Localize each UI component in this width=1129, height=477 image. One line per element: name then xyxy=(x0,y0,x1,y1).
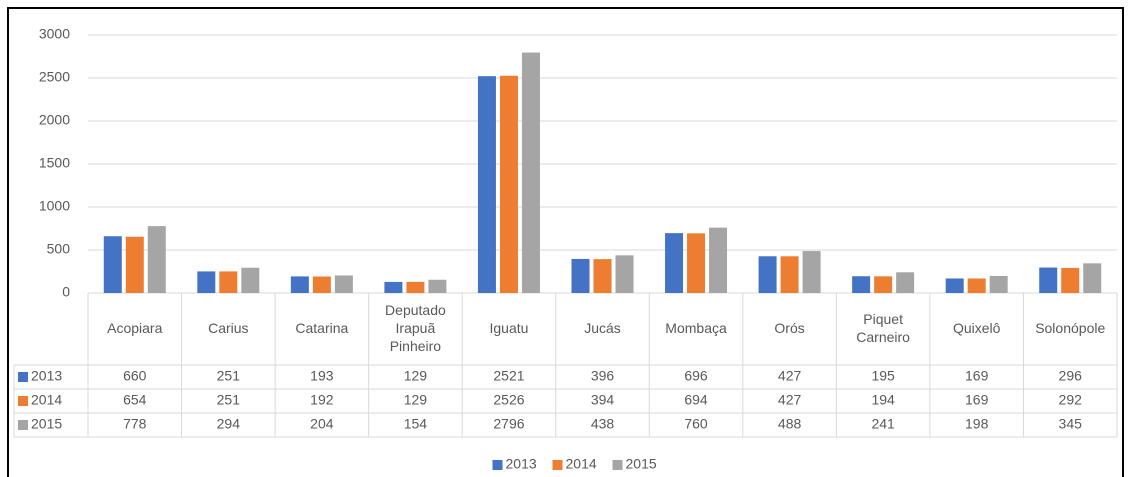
table-cell: 129 xyxy=(404,392,428,408)
frame xyxy=(7,7,1124,477)
bar xyxy=(945,278,964,293)
x-tick-label: Quixelô xyxy=(953,320,1001,336)
legend-key xyxy=(492,460,503,470)
legend-label: 2013 xyxy=(506,456,537,472)
x-tick-label: Catarina xyxy=(295,320,348,336)
legend-key xyxy=(612,460,623,470)
bar xyxy=(989,275,1008,293)
table-row-label: 2013 xyxy=(31,368,62,384)
table-cell: 694 xyxy=(684,392,708,408)
table-cell: 251 xyxy=(217,392,241,408)
bar xyxy=(499,75,518,293)
table-cell: 488 xyxy=(778,416,802,432)
table-cell: 198 xyxy=(965,416,989,432)
table-cell: 427 xyxy=(778,368,802,384)
table-cell: 696 xyxy=(684,368,708,384)
bar xyxy=(896,272,915,293)
y-tick-label: 2000 xyxy=(39,112,70,128)
bar xyxy=(521,52,540,293)
table-cell: 2521 xyxy=(493,368,524,384)
table-cell: 760 xyxy=(684,416,708,432)
table-row-label: 2014 xyxy=(31,392,62,408)
bar xyxy=(1039,267,1058,293)
y-tick-label: 1500 xyxy=(39,155,70,171)
legend-key xyxy=(552,460,563,470)
bar xyxy=(780,256,799,293)
bar xyxy=(758,256,777,293)
legend-label: 2014 xyxy=(566,456,597,472)
table-cell: 394 xyxy=(591,392,615,408)
bar xyxy=(967,278,986,293)
table-cell: 169 xyxy=(965,368,989,384)
y-tick-label: 0 xyxy=(62,284,70,300)
bar xyxy=(615,255,634,293)
legend-key xyxy=(18,396,28,406)
bar xyxy=(384,281,403,293)
table-cell: 427 xyxy=(778,392,802,408)
bar xyxy=(571,258,590,293)
table-cell: 154 xyxy=(404,416,428,432)
table-cell: 2526 xyxy=(493,392,524,408)
table-cell: 169 xyxy=(965,392,989,408)
x-tick-label: Mombaça xyxy=(665,320,727,336)
y-tick-label: 500 xyxy=(47,241,71,257)
legend-label: 2015 xyxy=(626,456,657,472)
legend-key xyxy=(18,372,28,382)
x-tick-label: Acopiara xyxy=(107,320,162,336)
bar xyxy=(334,275,353,293)
bar xyxy=(197,271,216,293)
x-tick-label: Carius xyxy=(208,320,248,336)
table-cell: 296 xyxy=(1059,368,1083,384)
bar xyxy=(593,259,612,293)
table-cell: 345 xyxy=(1059,416,1083,432)
bar xyxy=(665,233,684,293)
table-cell: 660 xyxy=(123,368,147,384)
x-tick-label: Piquet Carneiro xyxy=(856,311,910,345)
table-cell: 778 xyxy=(123,416,147,432)
x-tick-label: Iguatu xyxy=(489,320,528,336)
bar xyxy=(709,227,728,293)
table-cell: 2796 xyxy=(493,416,524,432)
table-cell: 129 xyxy=(404,368,428,384)
bar xyxy=(802,251,821,293)
table-cell: 193 xyxy=(310,368,334,384)
table-cell: 204 xyxy=(310,416,334,432)
bar xyxy=(687,233,706,293)
bar xyxy=(312,276,331,293)
table-cell: 195 xyxy=(871,368,895,384)
x-tick-label: Solonópole xyxy=(1035,320,1105,336)
x-tick-label: Jucás xyxy=(584,320,621,336)
y-tick-label: 3000 xyxy=(39,26,70,42)
bar xyxy=(852,276,871,293)
x-tick-label: Deputado Irapuã Pinheiro xyxy=(385,302,446,354)
bar xyxy=(874,276,893,293)
table-cell: 654 xyxy=(123,392,147,408)
bar xyxy=(125,236,144,293)
x-tick-label: Orós xyxy=(774,320,804,336)
table-cell: 292 xyxy=(1059,392,1083,408)
bar xyxy=(219,271,238,293)
table-cell: 192 xyxy=(310,392,334,408)
table-cell: 251 xyxy=(217,368,241,384)
table-cell: 294 xyxy=(217,416,241,432)
table-cell: 396 xyxy=(591,368,615,384)
bar xyxy=(1083,263,1102,293)
y-tick-label: 2500 xyxy=(39,69,70,85)
bar xyxy=(147,226,166,293)
bar xyxy=(406,281,425,293)
y-tick-label: 1000 xyxy=(39,198,70,214)
table-cell: 241 xyxy=(871,416,895,432)
table-cell: 438 xyxy=(591,416,615,432)
bar xyxy=(428,279,447,293)
table-cell: 194 xyxy=(871,392,895,408)
bar xyxy=(1061,267,1080,293)
bar xyxy=(241,267,260,293)
bar xyxy=(477,76,496,293)
table-row-label: 2015 xyxy=(31,416,62,432)
bar xyxy=(290,276,309,293)
legend-key xyxy=(18,420,28,430)
bar xyxy=(103,236,122,293)
